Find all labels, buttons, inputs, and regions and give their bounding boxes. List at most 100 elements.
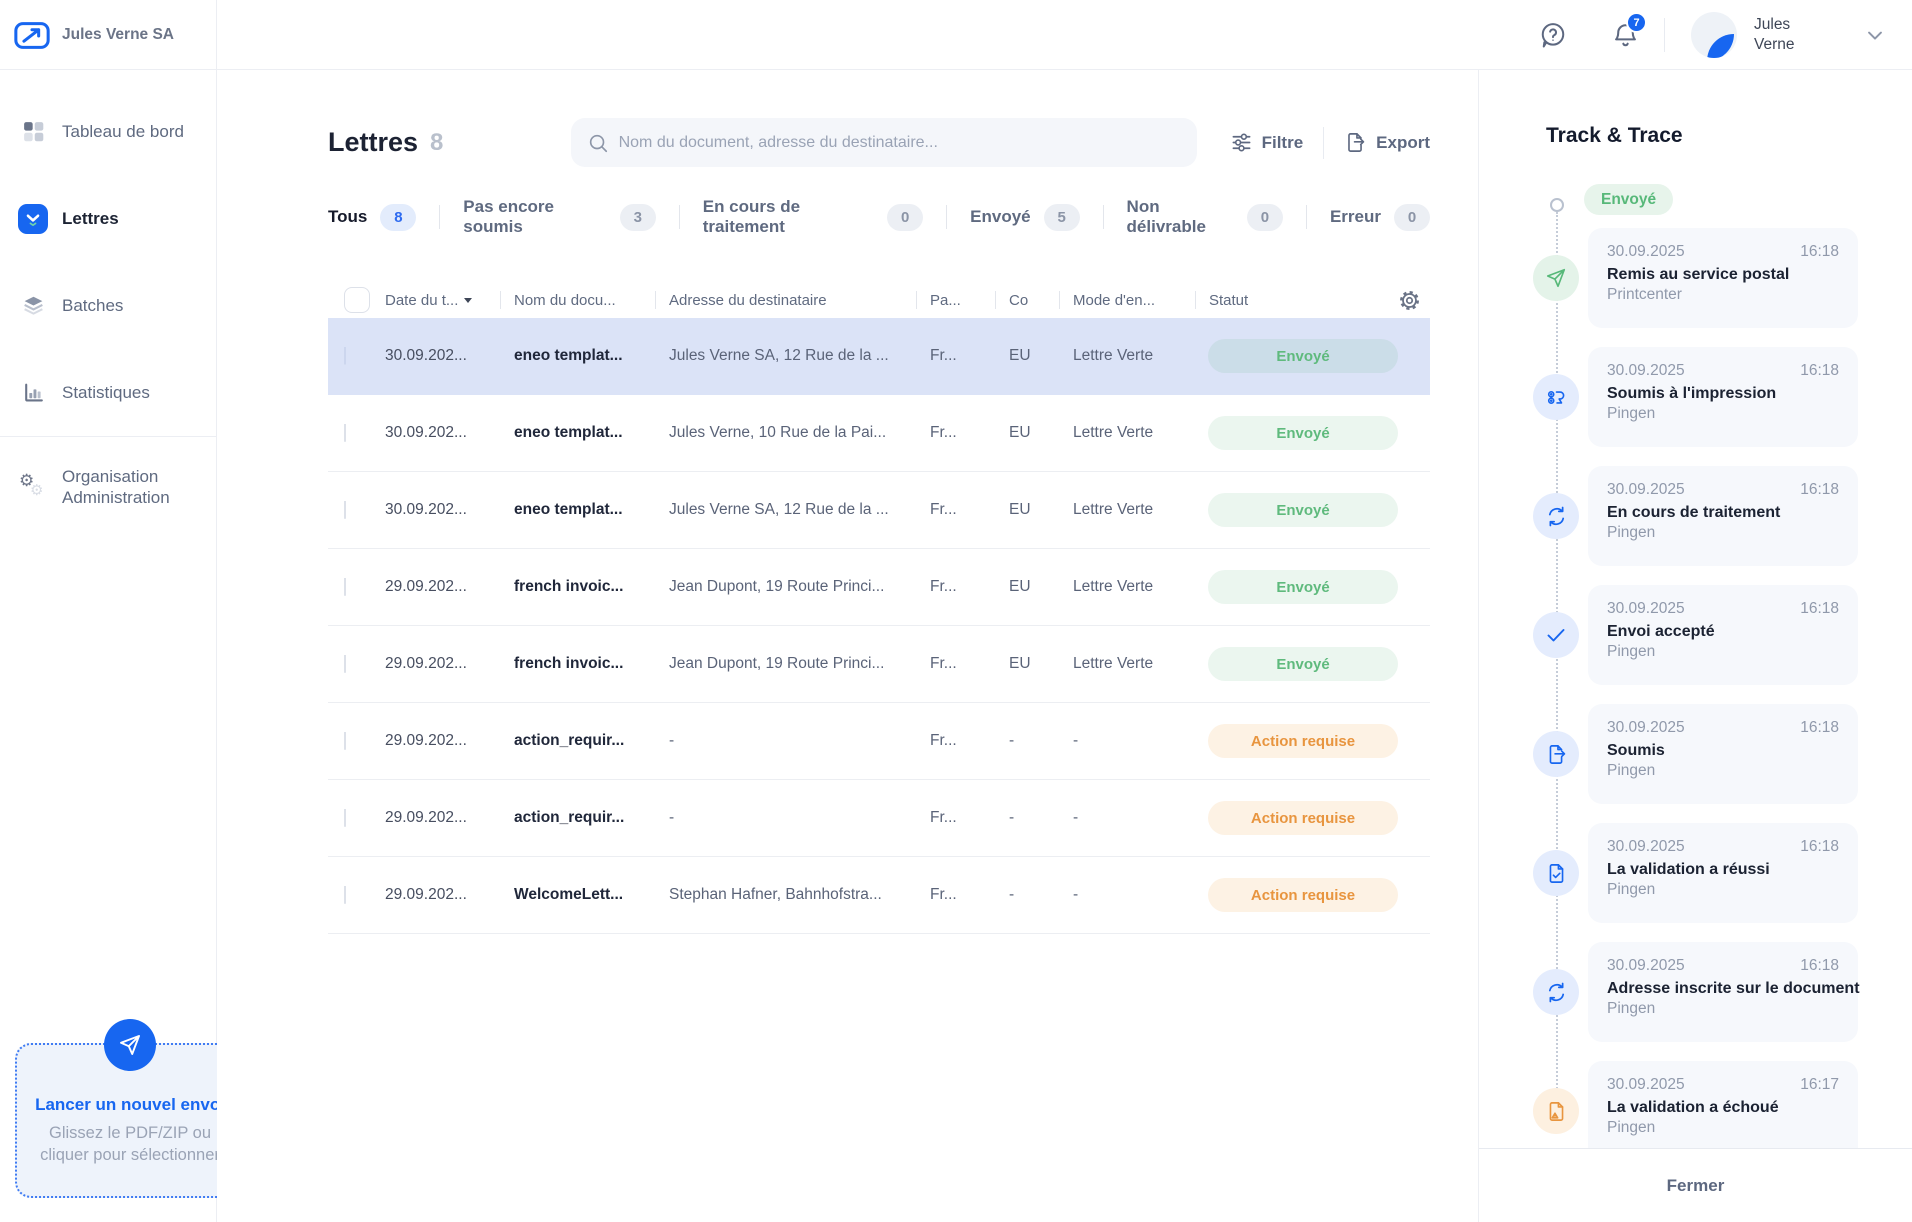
event-date: 30.09.2025 [1607,1076,1685,1093]
timeline-event[interactable]: 30.09.2025 16:18 Adresse inscrite sur le… [1533,942,1860,1042]
sidebar-item-organisation-administration[interactable]: ⚙ ⚙ Organisation Administration [0,451,216,523]
row-checkbox[interactable] [344,347,346,365]
cell-pages: Fr... [930,424,957,441]
tab-count-badge: 8 [380,203,417,231]
filter-label: Filtre [1261,132,1304,152]
cell-document: eneo templat... [514,501,623,518]
column-document[interactable]: Nom du docu... [494,291,649,309]
cell-document: WelcomeLett... [514,886,624,903]
cell-color: EU [1009,501,1031,518]
table-row[interactable]: 30.09.202... eneo templat... Jules Verne… [328,395,1430,472]
event-source: Pingen [1607,881,1656,898]
letters-icon [18,203,48,234]
cell-mode: - [1073,732,1079,749]
select-all-checkbox[interactable] [344,287,370,313]
cell-mode: Lettre Verte [1073,655,1154,672]
event-card: 30.09.2025 16:18 Adresse inscrite sur le… [1588,942,1860,1042]
cell-date: 30.09.202... [385,501,467,518]
row-checkbox[interactable] [344,578,346,596]
event-time: 16:18 [1800,838,1839,855]
cell-date: 29.09.202... [385,732,467,749]
timeline-event[interactable]: 30.09.2025 16:18 Envoi accepté Pingen [1533,585,1858,685]
brand[interactable]: Jules Verne SA [0,0,217,70]
column-status[interactable]: Statut [1189,288,1430,313]
document-warning-icon [1533,1088,1579,1134]
timeline-event[interactable]: 30.09.2025 16:18 Remis au service postal… [1533,228,1858,328]
event-card: 30.09.2025 16:18 La validation a réussi … [1588,823,1858,923]
cell-address: - [669,732,675,749]
timeline-event[interactable]: 30.09.2025 16:18 Soumis à l'impression P… [1533,347,1858,447]
tab[interactable]: Pas encore soumis 3 [416,197,656,237]
tab-label: Envoyé [970,207,1031,226]
table-row[interactable]: 29.09.202... action_requir... - Fr... - … [328,703,1430,780]
column-pages[interactable]: Pa... [910,291,989,309]
avatar-shape [1707,34,1734,58]
avatar[interactable] [1691,12,1737,58]
tab[interactable]: Non délivrable 0 [1080,197,1283,237]
event-time: 16:18 [1800,481,1839,498]
table-row[interactable]: 30.09.202... eneo templat... Jules Verne… [328,472,1430,549]
tab[interactable]: Envoyé 5 [923,203,1080,231]
timeline-event[interactable]: 30.09.2025 16:18 Soumis Pingen [1533,704,1858,804]
cell-document: action_requir... [514,732,625,749]
tab[interactable]: Erreur 0 [1283,203,1430,231]
table-row[interactable]: 29.09.202... french invoic... Jean Dupon… [328,626,1430,703]
sidebar-item-lettres[interactable]: Lettres [0,175,216,262]
header-actions: Filtre Export [1230,126,1430,159]
tab[interactable]: Tous 8 [328,203,417,231]
status-tabs: Tous 8 Pas encore soumis 3 En cours de t… [328,197,1430,237]
cell-mode: - [1073,809,1079,826]
export-button[interactable]: Export [1344,131,1430,154]
column-address[interactable]: Adresse du destinataire [649,291,910,309]
tab-count-badge: 5 [1043,203,1080,231]
cell-pages: Fr... [930,347,957,364]
table-row[interactable]: 29.09.202... action_requir... - Fr... - … [328,780,1430,857]
notifications-bell-icon[interactable]: 7 [1608,12,1647,52]
cell-address: Jean Dupont, 19 Route Princi... [669,655,885,672]
table-row[interactable]: 29.09.202... WelcomeLett... Stephan Hafn… [328,857,1430,934]
printer-icon [1533,374,1579,420]
new-send-dropzone[interactable]: Lancer un nouvel envoi Glissez le PDF/ZI… [15,1019,245,1198]
column-date[interactable]: Date du t... [385,292,494,309]
event-title: Soumis [1607,742,1665,759]
search-input[interactable] [618,133,1181,152]
timeline-event[interactable]: 30.09.2025 16:18 La validation a réussi … [1533,823,1858,923]
sidebar-item-statistiques[interactable]: Statistiques [0,349,216,436]
send-icon [1533,255,1579,301]
row-checkbox[interactable] [344,424,346,442]
export-icon [1344,131,1367,154]
help-icon[interactable] [1536,18,1570,52]
row-checkbox[interactable] [344,655,346,673]
row-checkbox[interactable] [344,732,346,750]
tab[interactable]: En cours de traitement 0 [656,197,924,237]
event-date: 30.09.2025 [1607,838,1685,855]
column-color[interactable]: Co [989,291,1053,309]
event-source: Pingen [1607,643,1656,660]
chevron-down-icon[interactable] [1858,18,1892,52]
close-button[interactable]: Fermer [1479,1148,1912,1222]
search-icon [587,132,609,154]
row-checkbox[interactable] [344,809,346,827]
column-mode[interactable]: Mode d'en... [1053,291,1189,309]
topbar: Jules Verne SA 7 Jules Verne [0,0,1912,70]
event-date: 30.09.2025 [1607,362,1685,379]
sidebar-item-batches[interactable]: Batches [0,262,216,349]
timeline-event[interactable]: 30.09.2025 16:17 La validation a échoué … [1533,1061,1858,1148]
timeline-start-dot [1550,198,1564,212]
tab-count-badge: 3 [619,203,656,231]
event-title: Envoi accepté [1607,623,1715,640]
row-checkbox[interactable] [344,501,346,519]
cell-pages: Fr... [930,578,957,595]
cell-date: 29.09.202... [385,809,467,826]
cell-address: Stephan Hafner, Bahnhofstra... [669,886,882,903]
sidebar-item-dashboard[interactable]: Tableau de bord [0,88,216,175]
page-title: Lettres [328,127,419,157]
event-card: 30.09.2025 16:18 Envoi accepté Pingen [1588,585,1858,685]
filter-button[interactable]: Filtre [1230,131,1304,154]
table-settings-gear-icon[interactable] [1397,288,1422,313]
timeline-event[interactable]: 30.09.2025 16:18 En cours de traitement … [1533,466,1858,566]
row-checkbox[interactable] [344,886,346,904]
table-row[interactable]: 30.09.202... eneo templat... Jules Verne… [328,318,1430,395]
table-row[interactable]: 29.09.202... french invoic... Jean Dupon… [328,549,1430,626]
track-status-badge: Envoyé [1584,184,1674,215]
